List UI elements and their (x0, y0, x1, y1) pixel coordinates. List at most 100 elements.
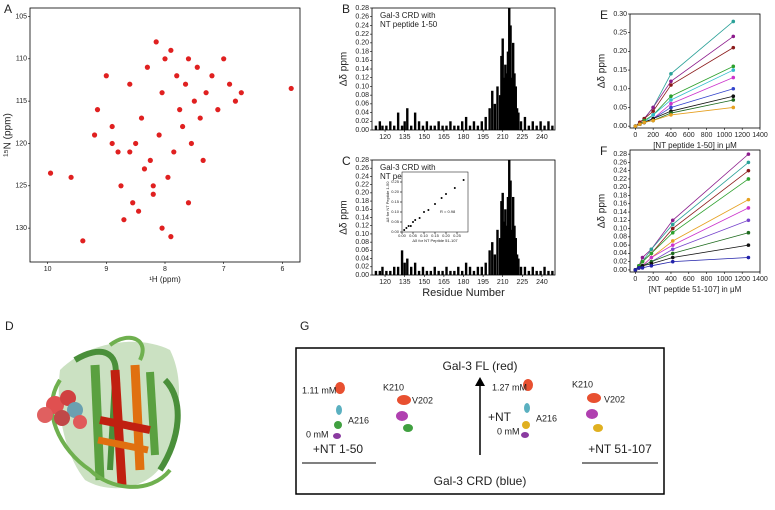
point (403, 229, 406, 231)
x-tick-label: 800 (701, 132, 713, 139)
point (453, 187, 456, 189)
y-tick-label: 0.20 (613, 184, 627, 191)
bar (393, 266, 396, 275)
marker (637, 122, 642, 127)
bar (515, 108, 519, 130)
marker (746, 177, 751, 181)
bar (417, 270, 421, 275)
x-tick-label: 800 (701, 276, 713, 283)
bar (496, 229, 499, 275)
y-tick-label: 0.20 (613, 48, 627, 55)
x-tick-label: 9 (104, 266, 108, 273)
bar (457, 125, 460, 130)
bar (403, 121, 406, 130)
bar (519, 121, 523, 130)
point (138, 115, 145, 121)
x-tick-label: 240 (536, 279, 548, 286)
panel-label: E (600, 8, 608, 22)
x-tick-label: 165 (438, 134, 450, 141)
marker (670, 239, 675, 243)
bar (437, 121, 440, 130)
bar (464, 262, 468, 275)
bar (523, 116, 527, 130)
y-tick-label: 0.04 (355, 109, 369, 116)
bar (493, 103, 497, 130)
x-axis-label: Δδ for NT Peptide 51-107 (412, 238, 458, 243)
bar (519, 266, 523, 275)
y-tick-label: 0.12 (355, 223, 369, 230)
marker (669, 113, 673, 117)
point (188, 140, 195, 147)
y-tick-label: 0.28 (355, 157, 369, 164)
point (414, 219, 417, 221)
bar (501, 38, 504, 130)
diagram-box (295, 347, 665, 495)
bar (510, 77, 514, 130)
y-axis-label: Δδ ppm (597, 54, 608, 88)
x-tick-label: 135 (399, 134, 411, 141)
marker (746, 168, 751, 173)
bar (531, 121, 534, 130)
x-tick-label: 0 (633, 132, 637, 139)
x-tick-label: 180 (458, 134, 470, 141)
point (171, 149, 177, 155)
point (153, 39, 159, 45)
marker (669, 101, 673, 106)
bar (417, 121, 421, 130)
x-axis-label: [NT peptide 1-50] in μM (653, 141, 737, 150)
panel-label: A (4, 2, 12, 16)
bar (381, 266, 384, 275)
marker (670, 259, 675, 264)
point (127, 81, 133, 87)
bar (491, 90, 494, 130)
y-tick-label: 0.08 (613, 234, 627, 241)
marker (669, 79, 673, 84)
y-tick-label: 0.24 (613, 168, 627, 175)
y-axis-label: Δδ ppm (339, 200, 350, 234)
point (130, 200, 136, 206)
marker (731, 34, 736, 39)
point (407, 225, 410, 227)
y-tick-label: 0.00 (613, 267, 627, 274)
x-tick-label: 600 (683, 276, 695, 283)
marker (669, 94, 673, 99)
marker (731, 19, 736, 24)
y-tick-label: 0.14 (355, 214, 369, 221)
bar (425, 270, 429, 275)
bar (551, 125, 554, 130)
x-tick-label: 7 (222, 266, 226, 273)
y-tick-label: 125 (15, 183, 27, 190)
bar (468, 125, 472, 130)
panel-label: C (342, 154, 351, 168)
y-tick-label: 0.28 (613, 151, 627, 158)
y-tick-label: 0.26 (355, 14, 369, 21)
y-tick-label: 0.02 (355, 264, 369, 271)
y-tick-label: 0.10 (613, 86, 627, 93)
bar (378, 270, 382, 275)
point (182, 81, 189, 87)
point (162, 56, 168, 62)
y-tick-label: 0.05 (613, 104, 627, 111)
y-tick-label: 0.10 (355, 83, 369, 90)
bar (396, 266, 400, 275)
arrow-head (475, 377, 485, 386)
series-line (635, 77, 734, 127)
bar (460, 121, 464, 130)
x-tick-label: 195 (477, 134, 489, 141)
bar (547, 121, 550, 130)
point (185, 200, 192, 206)
bar (488, 108, 491, 130)
x-tick-label: 10 (44, 266, 52, 273)
y-tick-label: 0.24 (355, 173, 369, 180)
marker (670, 247, 675, 252)
bar (514, 86, 517, 130)
point (150, 183, 156, 189)
bar (378, 121, 382, 130)
bar (413, 262, 417, 275)
bar (506, 51, 510, 131)
bar (464, 116, 468, 130)
annotation: NT peptide 1-50 (380, 20, 438, 29)
bar (508, 160, 511, 275)
series-line (635, 170, 749, 271)
marker (633, 124, 638, 128)
